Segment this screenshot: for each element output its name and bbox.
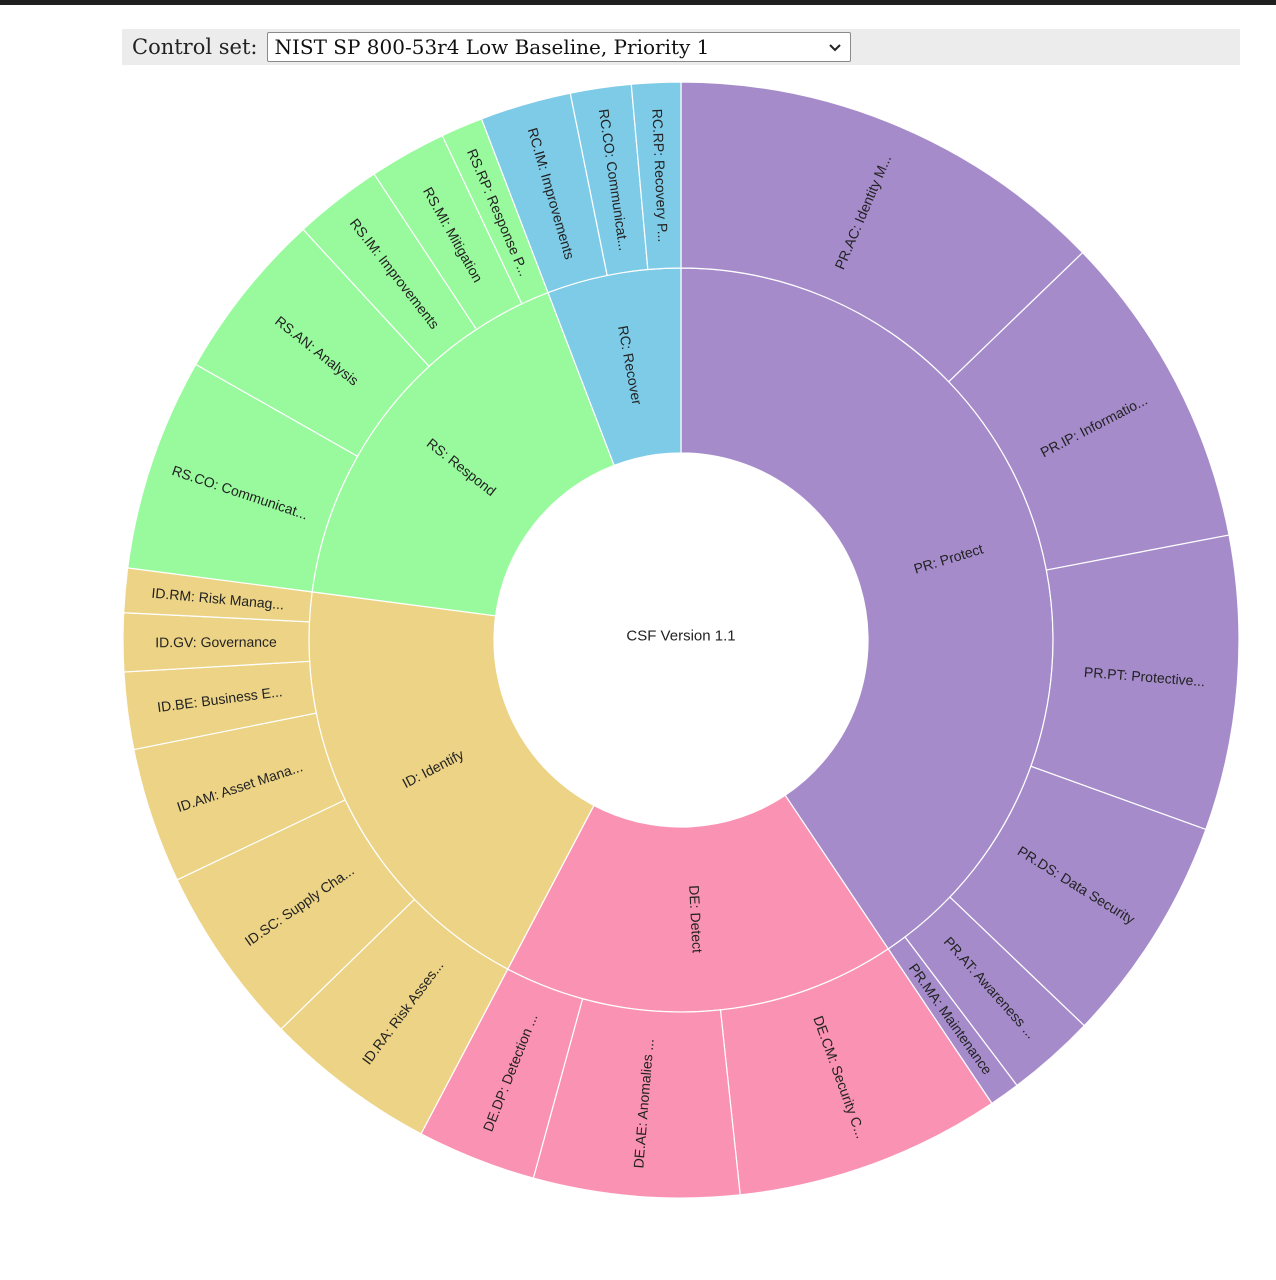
category-label-id-gv: ID.GV: Governance — [155, 634, 277, 651]
control-set-bar: Control set: NIST SP 800-53r4 Low Baseli… — [122, 29, 1240, 65]
categories-ring — [122, 81, 1240, 1199]
control-set-selected-value: NIST SP 800-53r4 Low Baseline, Priority … — [274, 35, 710, 59]
control-set-select[interactable]: NIST SP 800-53r4 Low Baseline, Priority … — [267, 32, 852, 62]
category-label-rc-rp: RC.RP: Recovery P... — [649, 108, 671, 242]
control-set-label: Control set: — [132, 35, 258, 59]
top-edge-bar — [0, 0, 1276, 5]
function-label-de: DE: Detect — [686, 885, 706, 954]
center-label: CSF Version 1.1 — [626, 628, 735, 645]
chevron-down-icon[interactable] — [826, 38, 844, 56]
category-segment-rc-rp[interactable] — [630, 81, 682, 271]
